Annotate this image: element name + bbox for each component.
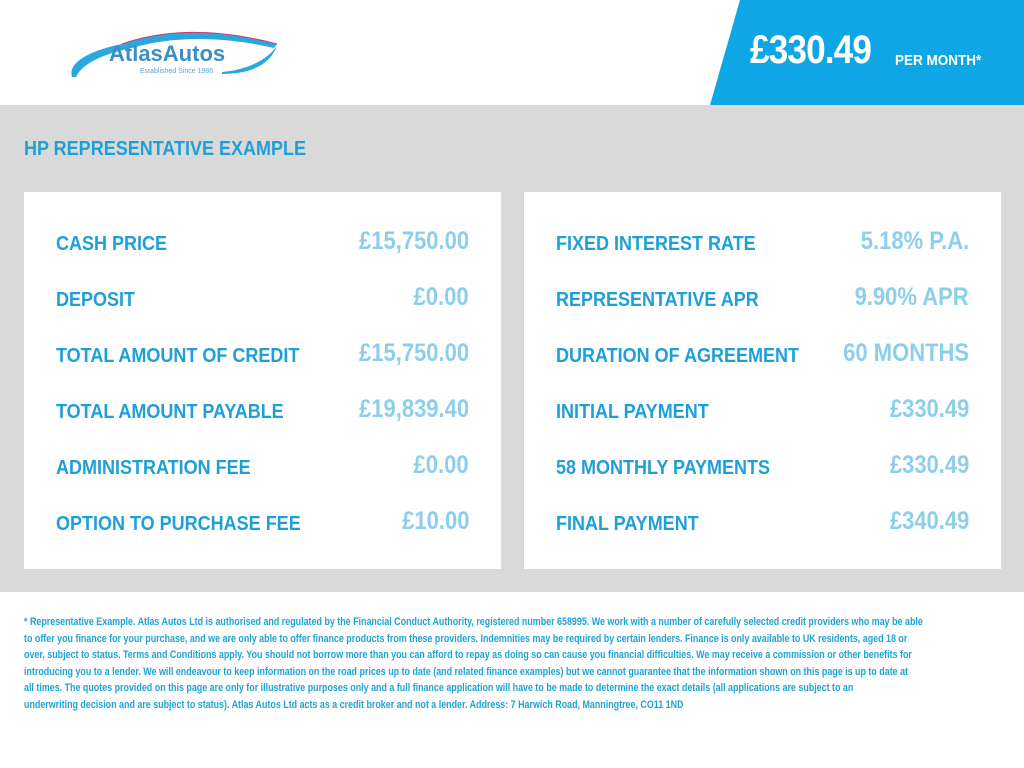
finance-row: DURATION OF AGREEMENT 60 MONTHS [556,337,969,393]
finance-label: DEPOSIT [56,289,136,311]
finance-value: £0.00 [413,451,469,479]
finance-label: REPRESENTATIVE APR [556,289,759,311]
disclaimer-line: * Representative Example. Atlas Autos Lt… [24,616,923,628]
finance-row: FINAL PAYMENT £340.49 [556,505,969,561]
finance-row: 58 MONTHLY PAYMENTS £330.49 [556,449,969,505]
finance-label: 58 MONTHLY PAYMENTS [556,457,771,479]
finance-label: INITIAL PAYMENT [556,401,709,423]
atlas-autos-logo[interactable]: AtlasAutos Established Since 1986 [62,22,282,82]
finance-label: CASH PRICE [56,233,168,255]
disclaimer-line: to offer you finance for your purchase, … [24,632,908,645]
finance-row: TOTAL AMOUNT OF CREDIT £15,750.00 [56,337,469,393]
finance-label: TOTAL AMOUNT PAYABLE [56,401,284,423]
logo-text: AtlasAutos [109,41,225,66]
disclaimer-line: all times. The quotes provided on this p… [24,682,854,695]
finance-row: TOTAL AMOUNT PAYABLE £19,839.40 [56,393,469,449]
finance-value: £15,750.00 [358,227,469,255]
finance-row: CASH PRICE £15,750.00 [56,225,469,281]
car-swoosh-icon: AtlasAutos Established Since 1986 [71,31,278,77]
disclaimer: * Representative Example. Atlas Autos Lt… [24,614,1004,714]
finance-value: £330.49 [889,451,969,479]
finance-value: 5.18% P.A. [860,227,969,255]
finance-row: OPTION TO PURCHASE FEE £10.00 [56,505,469,561]
monthly-price-banner: £330.49 PER MONTH* [710,0,1024,105]
finance-row: DEPOSIT £0.00 [56,281,469,337]
monthly-price: £330.49 [750,28,872,72]
finance-card-left: CASH PRICE £15,750.00 DEPOSIT £0.00 TOTAL AM… [24,192,501,569]
finance-value: £340.49 [889,507,969,535]
representative-example-panel: HP REPRESENTATIVE EXAMPLE CASH PRICE £15,… [0,105,1024,592]
finance-value: £330.49 [889,395,969,423]
finance-card-right: FIXED INTEREST RATE 5.18% P.A. REPRESENTAT… [524,192,1001,569]
finance-row: FIXED INTEREST RATE 5.18% P.A. [556,225,969,281]
finance-value: £10.00 [401,507,469,535]
finance-label: TOTAL AMOUNT OF CREDIT [56,345,300,367]
finance-value: 60 MONTHS [843,339,969,367]
finance-value: £15,750.00 [358,339,469,367]
finance-label: FINAL PAYMENT [556,513,699,535]
finance-value: 9.90% APR [854,283,969,311]
finance-value: £19,839.40 [358,395,469,423]
finance-row: REPRESENTATIVE APR 9.90% APR [556,281,969,337]
header: AtlasAutos Established Since 1986 £330.4… [0,0,1024,105]
section-title: HP REPRESENTATIVE EXAMPLE [24,138,307,160]
per-month-label: PER MONTH* [895,52,982,69]
finance-label: DURATION OF AGREEMENT [556,345,799,367]
disclaimer-line: over, subject to status. Terms and Condi… [24,649,912,662]
finance-row: INITIAL PAYMENT £330.49 [556,393,969,449]
finance-label: FIXED INTEREST RATE [556,233,756,255]
finance-row: ADMINISTRATION FEE £0.00 [56,449,469,505]
disclaimer-line: introducing you to a lender. We will end… [24,665,909,678]
disclaimer-line: underwriting decision and are subject to… [24,698,684,711]
finance-label: OPTION TO PURCHASE FEE [56,513,301,535]
finance-label: ADMINISTRATION FEE [56,457,251,479]
logo-tagline: Established Since 1986 [140,68,213,75]
finance-value: £0.00 [413,283,469,311]
